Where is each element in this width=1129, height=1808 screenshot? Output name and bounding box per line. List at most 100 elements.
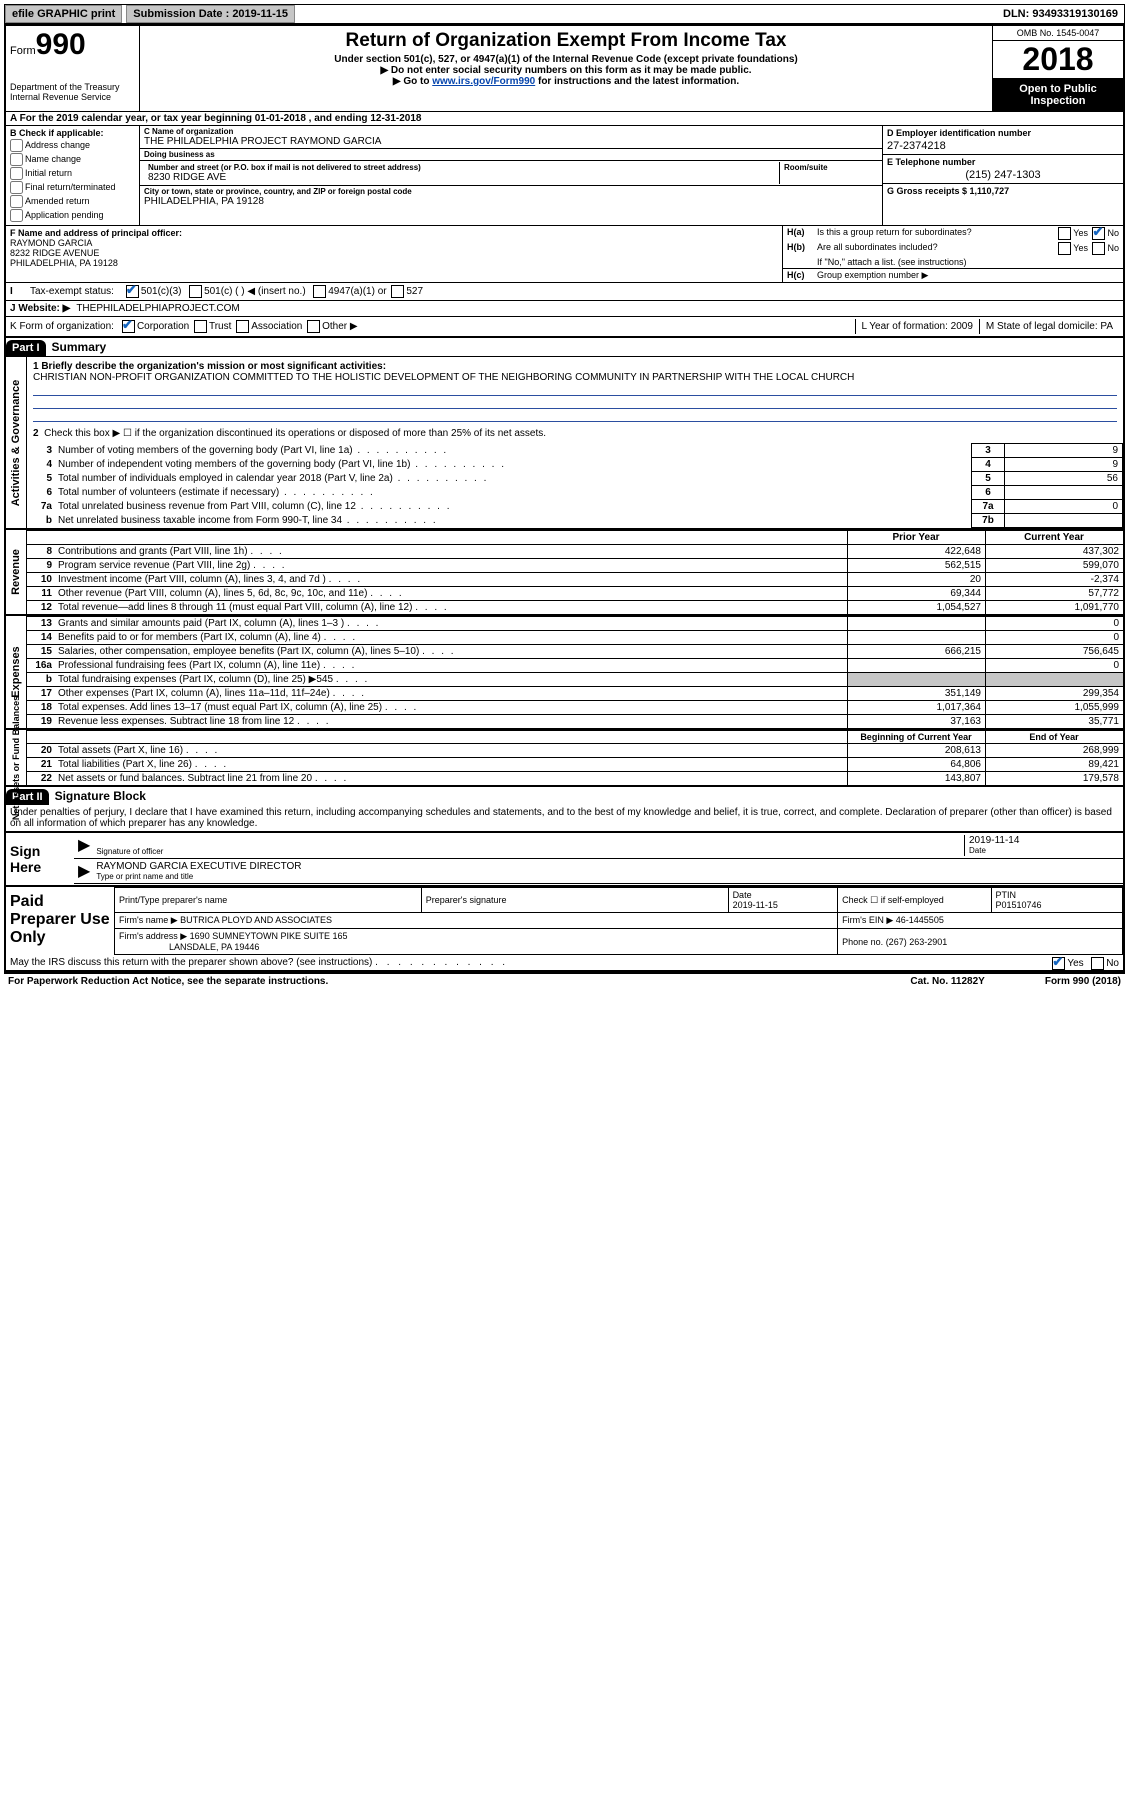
org-name-label: C Name of organization [144,127,878,136]
footer: For Paperwork Reduction Act Notice, see … [4,972,1125,989]
q2-text: 2 Check this box ▶ ☐ if the organization… [27,428,1123,443]
officer-addr2: PHILADELPHIA, PA 19128 [10,258,778,268]
part2-title: Signature Block [49,787,152,805]
check-label: Initial return [25,168,72,178]
ein-value: 27-2374218 [887,138,1119,152]
date-label: Date [969,846,1119,855]
submission-date-button[interactable]: Submission Date : 2019-11-15 [126,5,295,23]
opt-trust: Trust [209,321,231,332]
table-row: 15Salaries, other compensation, employee… [27,645,1123,659]
part1-header: Part I Summary [6,336,1123,356]
footer-left: For Paperwork Reduction Act Notice, see … [8,976,328,987]
end-year-header: End of Year [986,731,1124,744]
gross-receipts: G Gross receipts $ 1,110,727 [887,186,1119,196]
firm-ein: 46-1445505 [896,915,944,925]
open-inspection-badge: Open to Public Inspection [993,79,1123,111]
check-501c[interactable] [189,285,202,298]
firm-city: LANSDALE, PA 19446 [169,942,259,952]
table-row: 17Other expenses (Part IX, column (A), l… [27,687,1123,701]
check-address-change[interactable]: Address change [10,139,135,152]
discuss-yesno[interactable]: Yes No [1050,957,1119,970]
tax-label: Tax-exempt status: [30,286,114,297]
table-row: 3Number of voting members of the governi… [27,444,1123,458]
f-label: F Name and address of principal officer: [10,228,778,238]
firm-phone: (267) 263-2901 [886,937,948,947]
dept-label: Department of the Treasury Internal Reve… [10,82,135,102]
opt-527: 527 [406,286,423,297]
check-label: Name change [25,154,81,164]
expenses-table: 13Grants and similar amounts paid (Part … [27,616,1123,728]
check-initial-return[interactable]: Initial return [10,167,135,180]
begin-year-header: Beginning of Current Year [848,731,986,744]
check-501c3[interactable] [126,285,139,298]
footer-right: Form 990 (2018) [1045,976,1121,987]
dba-label: Doing business as [144,150,878,159]
table-row: 10Investment income (Part VIII, column (… [27,573,1123,587]
j-label: J Website: ▶ [10,303,70,314]
efile-print-button[interactable]: efile GRAPHIC print [5,5,122,23]
opt-assoc: Association [251,321,302,332]
subtitle-3: ▶ Go to www.irs.gov/Form990 for instruct… [144,76,988,87]
subtitle-2: ▶ Do not enter social security numbers o… [144,65,988,76]
check-label: Application pending [25,210,104,220]
signature-block: Sign Here ▶ Signature of officer 2019-11… [6,831,1123,885]
check-trust[interactable] [194,320,207,333]
tax-exempt-row: I Tax-exempt status: 501(c)(3) 501(c) ( … [6,282,1123,300]
footer-mid: Cat. No. 11282Y [910,976,984,987]
side-tab-revenue: Revenue [6,530,27,614]
header-left: Form990 Department of the Treasury Inter… [6,26,140,111]
phone-label: E Telephone number [887,157,1119,167]
prep-sig-label: Preparer's signature [421,888,728,913]
check-name-change[interactable]: Name change [10,153,135,166]
row-a-period: A For the 2019 calendar year, or tax yea… [6,112,1123,126]
part2-header: Part II Signature Block [6,785,1123,805]
firm-name: BUTRICA PLOYD AND ASSOCIATES [180,915,332,925]
check-application-pending[interactable]: Application pending [10,209,135,222]
firm-addr: 1690 SUMNEYTOWN PIKE SUITE 165 [190,931,348,941]
preparer-block: Paid Preparer Use Only Print/Type prepar… [6,885,1123,955]
table-row: 5Total number of individuals employed in… [27,472,1123,486]
addr-value: 8230 RIDGE AVE [148,172,775,183]
self-employed-check[interactable]: Check ☐ if self-employed [838,888,991,913]
table-row: 18Total expenses. Add lines 13–17 (must … [27,701,1123,715]
table-row: 16aProfessional fundraising fees (Part I… [27,659,1123,673]
prep-name-label: Print/Type preparer's name [115,888,422,913]
table-row: 11Other revenue (Part VIII, column (A), … [27,587,1123,601]
goto-suffix: for instructions and the latest informat… [535,76,739,87]
discuss-text: May the IRS discuss this return with the… [10,957,372,968]
top-toolbar: efile GRAPHIC print Submission Date : 20… [4,4,1125,24]
table-row: 14Benefits paid to or for members (Part … [27,631,1123,645]
check-final-return[interactable]: Final return/terminated [10,181,135,194]
ha-yesno[interactable]: Yes No [1056,227,1119,240]
instructions-link[interactable]: www.irs.gov/Form990 [432,76,535,87]
check-amended-return[interactable]: Amended return [10,195,135,208]
hb-text: Are all subordinates included? [817,242,938,255]
tax-year: 2018 [993,41,1123,79]
sig-officer-label: Signature of officer [96,847,964,856]
table-row: 13Grants and similar amounts paid (Part … [27,617,1123,631]
form-title: Return of Organization Exempt From Incom… [144,30,988,52]
omb-number: OMB No. 1545-0047 [993,26,1123,41]
b-label: B Check if applicable: [10,128,135,138]
part1-title: Summary [46,338,113,356]
part1-expenses: Expenses 13Grants and similar amounts pa… [6,614,1123,728]
check-527[interactable] [391,285,404,298]
phone-value: (215) 247-1303 [887,167,1119,181]
discuss-row: May the IRS discuss this return with the… [6,955,1123,970]
section-h: H(a) Is this a group return for subordin… [783,226,1123,282]
officer-typed-name: RAYMOND GARCIA EXECUTIVE DIRECTOR [96,861,1119,872]
addr-label: Number and street (or P.O. box if mail i… [148,163,775,172]
table-row: 7aTotal unrelated business revenue from … [27,500,1123,514]
check-4947[interactable] [313,285,326,298]
revenue-table: Prior Year Current Year 8Contributions a… [27,530,1123,614]
hb-yesno[interactable]: Yes No [1056,242,1119,255]
check-other[interactable] [307,320,320,333]
table-row: 19Revenue less expenses. Subtract line 1… [27,715,1123,729]
part1-governance: Activities & Governance 1 Briefly descri… [6,356,1123,528]
goto-prefix: ▶ Go to [393,76,432,87]
prep-date-label: Date [733,890,752,900]
check-corporation[interactable] [122,320,135,333]
check-association[interactable] [236,320,249,333]
section-f: F Name and address of principal officer:… [6,226,783,282]
table-row: 12Total revenue—add lines 8 through 11 (… [27,601,1123,615]
